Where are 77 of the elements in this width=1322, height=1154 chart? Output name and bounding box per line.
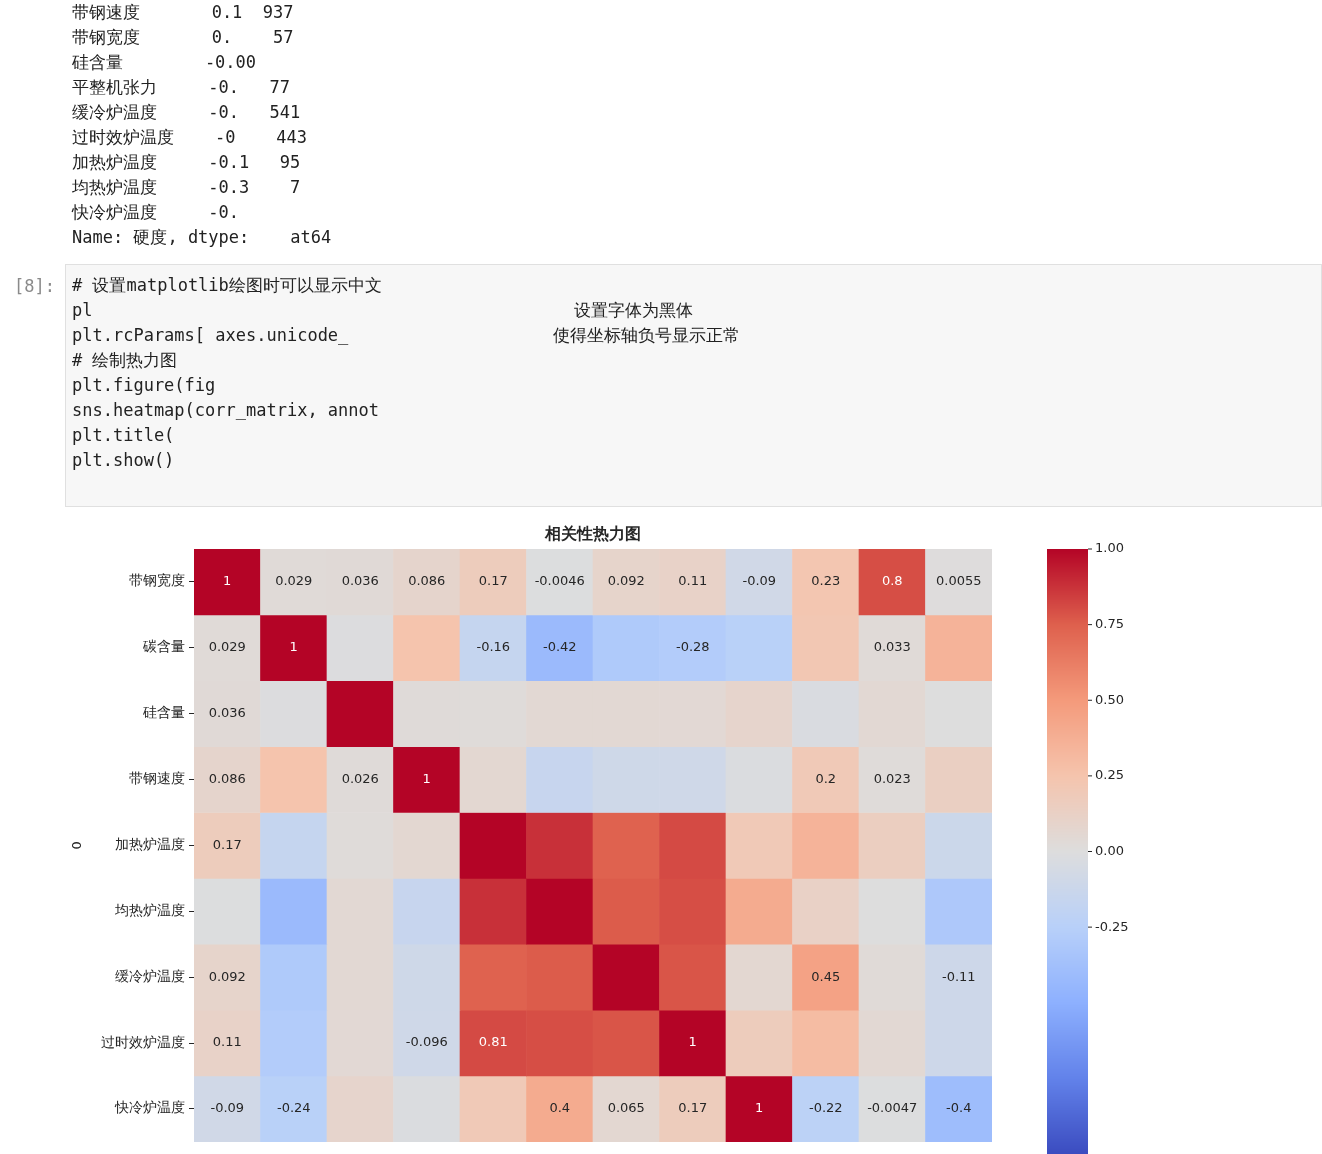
data-label: -0.0046 [534, 573, 585, 589]
data-label: 0.2 [815, 770, 837, 786]
data-label: 0.092 [607, 573, 645, 589]
data-label: -0.4 [946, 1100, 972, 1116]
data-label: -0.28 [675, 639, 710, 655]
text: plt.rcParams[ axes.unicode_ 使得坐标轴负号显示正常 [72, 324, 741, 347]
data-label: 0.029 [275, 573, 313, 589]
data-label: -0.16 [476, 639, 511, 655]
text: 均热炉温度 -0.3 7 [72, 176, 301, 199]
data-label: 0.029 [208, 639, 246, 655]
text: plt.figure(fig [72, 374, 216, 397]
data-label: 1 [223, 573, 232, 589]
text: 带钢速度 0.1 937 [72, 1, 294, 24]
text: 快冷炉温度 -0. [72, 201, 239, 224]
color-bar-label: 0.00 [1095, 842, 1124, 858]
data-label: 0.11 [212, 1034, 242, 1050]
data-label: 0.086 [408, 573, 446, 589]
data-label: -0.24 [276, 1100, 311, 1116]
data-label: 0.036 [208, 705, 246, 721]
color-bar-label: 0.25 [1095, 767, 1124, 783]
text: plt.title( [72, 424, 175, 447]
y-tick-label: 带钢宽度 [129, 572, 185, 589]
y-tick-label: 硅含量 [142, 704, 185, 721]
data-label: 1 [688, 1034, 697, 1050]
color-bar-label: 1.00 [1095, 540, 1124, 556]
y-tick-label: 均热炉温度 [114, 901, 185, 918]
data-label: 0.17 [212, 836, 242, 852]
text: plt.show() [72, 449, 175, 472]
y-tick-label: 缓冷炉温度 [115, 967, 185, 984]
data-label: 0.11 [678, 573, 708, 589]
text: 硅含量 -0.00 [72, 51, 257, 74]
data-label: 0.8 [881, 573, 903, 589]
data-label: 0.065 [607, 1100, 645, 1116]
y-tick-label: 碳含量 [142, 638, 185, 655]
data-label: 0.033 [873, 639, 911, 655]
color-bar-label: -0.25 [1095, 918, 1129, 934]
text: [8]: [14, 275, 55, 298]
text: sns.heatmap(corr_matrix, annot [72, 399, 380, 422]
y-tick-label: 加热炉温度 [115, 835, 185, 852]
data-label: -0.0047 [867, 1100, 918, 1116]
color-bar-label: 0.50 [1095, 691, 1124, 707]
text: 过时效炉温度 -0 443 [72, 126, 308, 149]
data-label: -0.096 [405, 1034, 448, 1050]
data-label: 0.81 [478, 1034, 508, 1050]
data-label: -0.09 [210, 1100, 245, 1116]
text: pl 设置字体为黑体 [72, 299, 693, 322]
text: # 设置matplotlib绘图时可以显示中文 [72, 274, 382, 297]
y-tick-label: 过时效炉温度 [101, 1033, 185, 1050]
data-label: 0.086 [208, 770, 246, 786]
data-label: 0.026 [341, 770, 379, 786]
data-label: 0.23 [811, 573, 841, 589]
data-label: 0.036 [341, 573, 379, 589]
text: 缓冷炉温度 -0. 541 [72, 101, 301, 124]
data-label: 1 [289, 639, 298, 655]
data-label: -0.22 [808, 1100, 843, 1116]
data-label: -0.09 [742, 573, 777, 589]
data-label: 0.023 [873, 770, 911, 786]
data-label: 0.0055 [936, 573, 982, 589]
chart-title: 相关性热力图 [544, 524, 641, 544]
data-label: 0.092 [208, 968, 246, 984]
data-label: -0.11 [941, 968, 976, 984]
y-axis-title: 0 [69, 841, 85, 850]
data-label: -0.42 [542, 639, 577, 655]
data-label: 0.4 [549, 1100, 571, 1116]
data-label: 0.45 [811, 968, 841, 984]
text: 加热炉温度 -0.1 95 [72, 151, 301, 174]
data-label: 0.17 [478, 573, 508, 589]
data-label: 1 [755, 1100, 764, 1116]
color-bar-label: 0.75 [1095, 616, 1124, 631]
text: Name: 硬度, dtype: at64 [72, 226, 332, 249]
text: 平整机张力 -0. 77 [72, 76, 291, 99]
y-tick-label: 带钢速度 [129, 770, 185, 787]
y-tick-label: 快冷炉温度 [114, 1099, 185, 1116]
data-label: 1 [422, 770, 431, 786]
text: 带钢宽度 0. 57 [72, 26, 294, 49]
data-label: 0.17 [678, 1100, 708, 1116]
text: # 绘制热力图 [72, 349, 178, 372]
